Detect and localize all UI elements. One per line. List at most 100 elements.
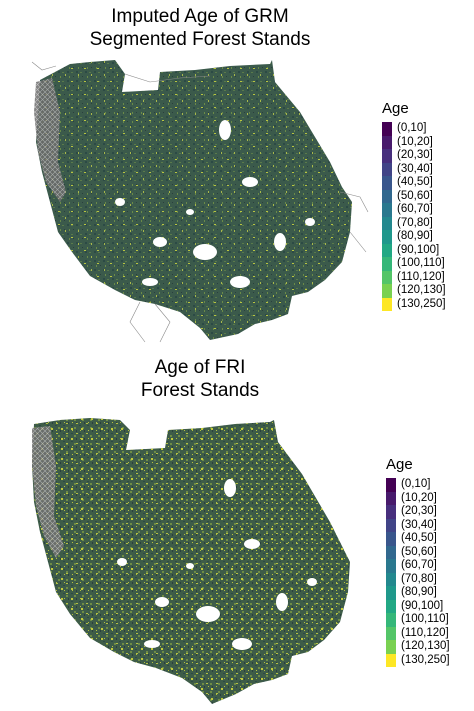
legend-label: (10,20]	[401, 491, 437, 504]
legend-item: (10,20]	[382, 135, 446, 149]
legend-swatch	[382, 270, 392, 284]
legend-label: (130,250]	[397, 297, 446, 310]
legend-swatch	[382, 243, 392, 257]
legend-label: (80,90]	[397, 230, 433, 242]
legend-item: (50,60]	[382, 189, 446, 203]
legend-swatch	[382, 149, 392, 163]
fri-title-line1: Age of FRI	[154, 357, 246, 378]
legend-swatch	[382, 297, 392, 311]
legend-swatch	[386, 491, 396, 505]
legend-label: (120,130]	[397, 284, 446, 296]
legend-swatch	[382, 162, 392, 176]
legend-item: (100,110]	[382, 257, 446, 271]
legend-swatch	[386, 518, 396, 532]
legend-swatch	[386, 478, 396, 492]
legend-item: (100,110]	[386, 613, 450, 627]
legend-item: (10,20]	[386, 491, 450, 505]
fri-forest-map	[32, 418, 350, 704]
fri-legend-items: (0,10] (10,20] (20,30] (30,40] (40,50] (…	[386, 478, 450, 667]
fri-legend-title: Age	[386, 456, 413, 473]
legend-swatch	[386, 653, 396, 667]
legend-item: (30,40]	[382, 162, 446, 176]
grm-panel: Imputed Age of GRM Segmented Forest Stan…	[0, 0, 474, 352]
fri-panel: Age of FRI Forest Stands	[0, 352, 474, 711]
legend-item: (110,120]	[386, 626, 450, 640]
legend-item: (50,60]	[386, 545, 450, 559]
legend-item: (110,120]	[382, 270, 446, 284]
legend-item: (20,30]	[386, 505, 450, 519]
legend-label: (20,30]	[401, 505, 437, 517]
legend-item: (130,250]	[382, 297, 446, 311]
legend-item: (120,130]	[382, 284, 446, 298]
fri-map-title: Age of FRI Forest Stands	[0, 356, 400, 402]
grm-forest-map	[31, 60, 369, 343]
legend-item: (130,250]	[386, 653, 450, 667]
grm-title-line1: Imputed Age of GRM	[111, 6, 289, 27]
legend-swatch	[386, 559, 396, 573]
fri-title-line2: Forest Stands	[140, 380, 260, 401]
legend-item: (0,10]	[386, 478, 450, 492]
legend-item: (40,50]	[382, 176, 446, 190]
legend-item: (90,100]	[386, 599, 450, 613]
legend-swatch	[386, 599, 396, 613]
legend-label: (110,120]	[401, 626, 449, 639]
legend-item: (0,10]	[382, 122, 446, 136]
legend-item: (30,40]	[386, 518, 450, 532]
legend-swatch	[386, 572, 396, 586]
legend-swatch	[386, 640, 396, 654]
legend-label: (40,50]	[401, 532, 437, 544]
legend-label: (100,110]	[401, 613, 449, 625]
legend-label: (60,70]	[401, 559, 437, 571]
legend-item: (60,70]	[382, 203, 446, 217]
grm-legend: Age (0,10] (10,20] (20,30] (30,40] (40,5…	[382, 100, 446, 311]
legend-swatch	[382, 230, 392, 244]
legend-swatch	[382, 135, 392, 149]
legend-swatch	[386, 505, 396, 519]
legend-label: (30,40]	[397, 162, 433, 175]
legend-label: (120,130]	[401, 640, 450, 652]
legend-item: (40,50]	[386, 532, 450, 546]
legend-swatch	[386, 626, 396, 640]
legend-label: (40,50]	[397, 176, 433, 188]
legend-label: (30,40]	[401, 518, 437, 531]
fri-legend: Age (0,10] (10,20] (20,30] (30,40] (40,5…	[386, 456, 450, 667]
legend-item: (80,90]	[382, 230, 446, 244]
legend-item: (60,70]	[386, 559, 450, 573]
legend-label: (60,70]	[397, 203, 433, 215]
legend-item: (90,100]	[382, 243, 446, 257]
legend-label: (110,120]	[397, 270, 445, 283]
legend-swatch	[382, 284, 392, 298]
legend-label: (80,90]	[401, 586, 437, 598]
legend-swatch	[382, 216, 392, 230]
legend-label: (50,60]	[397, 189, 433, 202]
grm-map-title: Imputed Age of GRM Segmented Forest Stan…	[0, 5, 400, 51]
legend-label: (0,10]	[401, 478, 431, 490]
grm-title-line2: Segmented Forest Stands	[89, 29, 311, 50]
legend-swatch	[382, 122, 392, 136]
legend-label: (70,80]	[397, 216, 433, 229]
legend-label: (100,110]	[397, 257, 445, 269]
legend-label: (70,80]	[401, 572, 437, 585]
legend-swatch	[386, 532, 396, 546]
legend-label: (20,30]	[397, 149, 433, 161]
legend-swatch	[382, 257, 392, 271]
legend-swatch	[382, 176, 392, 190]
legend-label: (130,250]	[401, 653, 450, 666]
legend-label: (0,10]	[397, 122, 427, 134]
legend-item: (70,80]	[382, 216, 446, 230]
legend-label: (50,60]	[401, 545, 437, 558]
legend-item: (70,80]	[386, 572, 450, 586]
legend-item: (120,130]	[386, 640, 450, 654]
legend-label: (10,20]	[397, 135, 433, 148]
legend-label: (90,100]	[397, 243, 440, 256]
legend-item: (80,90]	[386, 586, 450, 600]
legend-label: (90,100]	[401, 599, 444, 612]
grm-legend-items: (0,10] (10,20] (20,30] (30,40] (40,50] (…	[382, 122, 446, 311]
legend-swatch	[382, 189, 392, 203]
legend-swatch	[382, 203, 392, 217]
legend-swatch	[386, 586, 396, 600]
legend-swatch	[386, 545, 396, 559]
legend-swatch	[386, 613, 396, 627]
legend-item: (20,30]	[382, 149, 446, 163]
grm-legend-title: Age	[382, 100, 409, 117]
